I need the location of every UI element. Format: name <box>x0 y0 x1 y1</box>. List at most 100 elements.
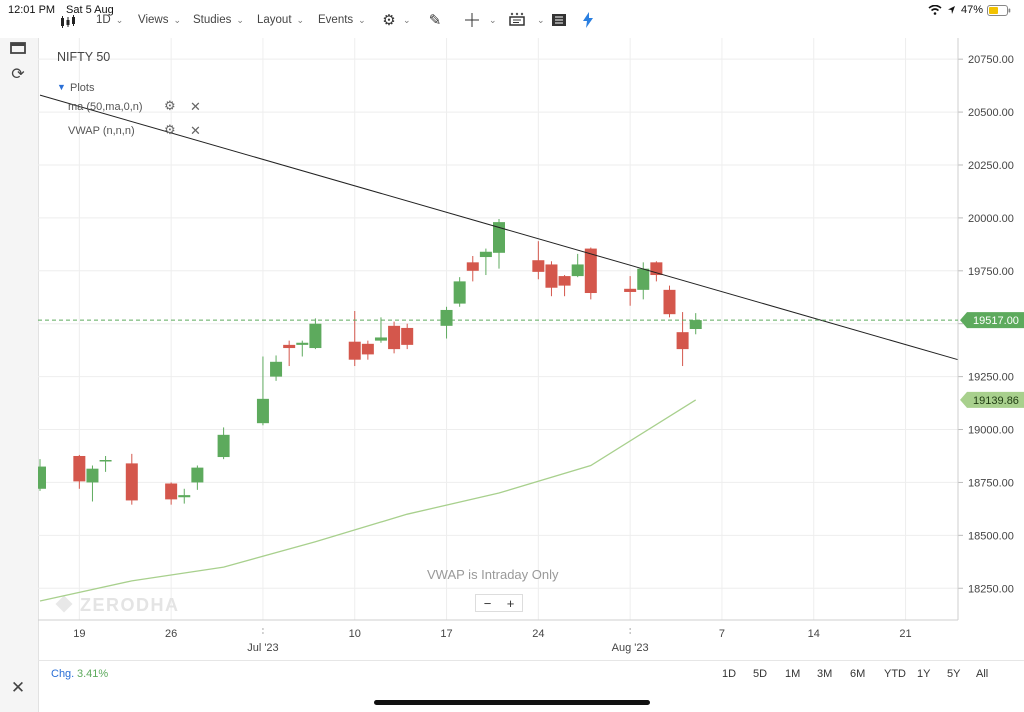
zoom-in-button[interactable]: + <box>506 595 515 611</box>
trendline <box>39 94 959 361</box>
candle-body <box>256 398 269 424</box>
gear-icon[interactable]: ⚙ <box>382 12 396 29</box>
top-toolbar: 12:01 PM Sat 5 Aug 1D ⌄ Views ⌄ Studies ⌄ L… <box>0 0 1024 38</box>
chevron-down-icon: ⌄ <box>236 14 244 25</box>
candle <box>296 340 309 357</box>
y-tick-label: 18750.00 <box>968 477 1014 489</box>
range-6m-button[interactable]: 6M <box>850 668 866 680</box>
wifi-icon <box>927 3 943 17</box>
lightning-icon[interactable] <box>578 10 598 30</box>
chart-axes: 18250.00 18500.00 18750.00 19000.00 19250.00… <box>38 38 1024 654</box>
chevron-down-icon: ⌄ <box>403 15 411 25</box>
ma-line <box>39 399 697 602</box>
candle-body <box>493 222 505 253</box>
candle <box>165 482 178 505</box>
refresh-icon[interactable]: ⟳ <box>11 66 25 83</box>
comment-icon[interactable] <box>507 10 527 30</box>
candle-body <box>545 264 558 288</box>
watermark: ZERODHA <box>55 595 178 615</box>
candle-body <box>401 327 414 345</box>
candle-body <box>532 260 545 272</box>
y-tick-label: 19000.00 <box>968 425 1014 437</box>
candle <box>545 261 558 297</box>
close-icon[interactable]: ✕ <box>190 123 201 138</box>
zoom-out-button[interactable]: − <box>483 595 492 611</box>
candle <box>348 311 361 367</box>
range-1m-button[interactable]: 1M <box>785 668 801 680</box>
candle <box>388 321 401 354</box>
vwap-notice: VWAP is Intraday Only <box>427 567 559 582</box>
trendline-group <box>39 94 959 361</box>
views-dropdown[interactable]: Views ⌄ <box>138 14 181 26</box>
crosshair-icon[interactable] <box>462 10 482 30</box>
candle-body <box>99 460 112 462</box>
range-ytd-button[interactable]: YTD <box>884 668 906 680</box>
close-icon[interactable]: ✕ <box>10 678 26 697</box>
candle-body <box>165 483 178 500</box>
candle-body <box>479 251 492 258</box>
battery-icon <box>986 3 1012 17</box>
candle <box>584 247 597 300</box>
change-value: 3.41% <box>77 668 109 680</box>
candle <box>663 285 676 318</box>
status-date: Sat 5 Aug <box>66 4 114 16</box>
events-dropdown[interactable]: Events ⌄ <box>318 14 366 26</box>
range-all-button[interactable]: All <box>976 668 989 680</box>
candle <box>374 317 387 343</box>
interval-dropdown[interactable]: 1D ⌄ <box>96 14 123 26</box>
candle-body <box>73 455 86 482</box>
views-label: Views <box>138 14 169 26</box>
panel-toggle-icon[interactable] <box>6 38 30 58</box>
chevron-down-icon: ⌄ <box>358 14 366 25</box>
candle <box>676 312 689 367</box>
candle-body <box>178 495 191 498</box>
close-icon[interactable]: ✕ <box>190 99 201 114</box>
candle <box>309 318 322 350</box>
zoom-controls: − + <box>475 594 523 612</box>
candle-body <box>453 281 466 304</box>
candle-body <box>125 463 138 501</box>
studies-dropdown[interactable]: Studies ⌄ <box>193 14 244 26</box>
status-time: 12:01 PM <box>8 4 56 16</box>
candle <box>283 340 296 367</box>
symbol-title: NIFTY 50 <box>57 50 111 64</box>
range-5d-button[interactable]: 5D <box>753 668 768 680</box>
left-rail: ⟳ ✕ <box>0 38 39 712</box>
candle <box>558 275 571 297</box>
candle <box>217 427 230 460</box>
last-price-label: 19517.00 <box>973 315 1019 327</box>
candle-body <box>388 325 401 350</box>
candle-body <box>440 309 453 326</box>
candle <box>479 248 492 276</box>
candle-body <box>217 434 230 458</box>
x-tick-label: 10 <box>349 628 361 640</box>
plots-caret-icon[interactable]: ▼ <box>57 82 66 92</box>
layout-dropdown[interactable]: Layout ⌄ <box>257 14 304 26</box>
x-tick-label: 26 <box>165 628 177 640</box>
price-chart[interactable]: ZERODHA 18250.00 18500.00 18750.00 19000.00… <box>38 38 1024 660</box>
pencil-icon[interactable]: ✎ <box>428 12 442 29</box>
interval-label: 1D <box>96 14 111 26</box>
range-1y-button[interactable]: 1Y <box>917 668 931 680</box>
range-3m-button[interactable]: 3M <box>817 668 833 680</box>
candle-body <box>637 268 650 290</box>
x-tick-label: 19 <box>73 628 85 640</box>
candle-body <box>348 341 361 360</box>
chevron-down-icon: ⌄ <box>173 14 182 25</box>
list-icon[interactable] <box>549 10 569 30</box>
candle <box>466 255 479 282</box>
candle <box>178 488 191 504</box>
range-5y-button[interactable]: 5Y <box>947 668 961 680</box>
x-tick-label: 17 <box>440 628 452 640</box>
plots-label[interactable]: Plots <box>70 82 95 94</box>
candle <box>453 277 466 307</box>
candlestick-icon[interactable] <box>58 12 78 32</box>
candle-body <box>558 276 571 286</box>
study-ma-label: ma (50,ma,0,n) <box>68 101 143 113</box>
candle-body <box>676 332 689 350</box>
gear-icon[interactable]: ⚙ <box>164 122 176 137</box>
range-1d-button[interactable]: 1D <box>722 668 737 680</box>
candle-body <box>374 337 387 341</box>
ma-value-label: 19139.86 <box>973 395 1019 407</box>
gear-icon[interactable]: ⚙ <box>164 98 176 113</box>
